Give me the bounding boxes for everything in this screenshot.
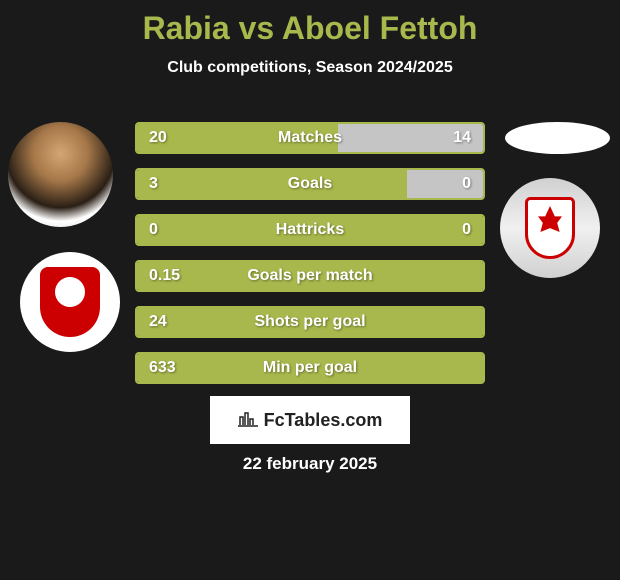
stat-value-right: 0 (462, 216, 471, 244)
stat-value-right: 0 (462, 170, 471, 198)
player-right-photo (505, 122, 610, 154)
stat-label: Matches (137, 124, 483, 152)
watermark-text: FcTables.com (264, 410, 383, 431)
stat-label: Shots per goal (137, 308, 483, 336)
al-ahly-shield-icon (40, 267, 100, 337)
stat-label: Min per goal (137, 354, 483, 382)
club-left-logo (20, 252, 120, 352)
zamalek-shield-icon (525, 197, 575, 259)
club-right-logo (500, 178, 600, 278)
stats-container: 20Matches143Goals00Hattricks00.15Goals p… (135, 122, 485, 398)
stat-label: Goals (137, 170, 483, 198)
watermark-badge: FcTables.com (210, 396, 410, 444)
comparison-title: Rabia vs Aboel Fettoh (0, 0, 620, 47)
player-left-photo (8, 122, 113, 227)
stat-label: Hattricks (137, 216, 483, 244)
stat-row: 3Goals0 (135, 168, 485, 200)
comparison-date: 22 february 2025 (0, 454, 620, 474)
stat-row: 0.15Goals per match (135, 260, 485, 292)
stat-row: 24Shots per goal (135, 306, 485, 338)
chart-icon (238, 409, 258, 432)
stat-value-right: 14 (453, 124, 471, 152)
stat-row: 20Matches14 (135, 122, 485, 154)
stat-row: 0Hattricks0 (135, 214, 485, 246)
comparison-subtitle: Club competitions, Season 2024/2025 (0, 59, 620, 77)
stat-label: Goals per match (137, 262, 483, 290)
stat-row: 633Min per goal (135, 352, 485, 384)
